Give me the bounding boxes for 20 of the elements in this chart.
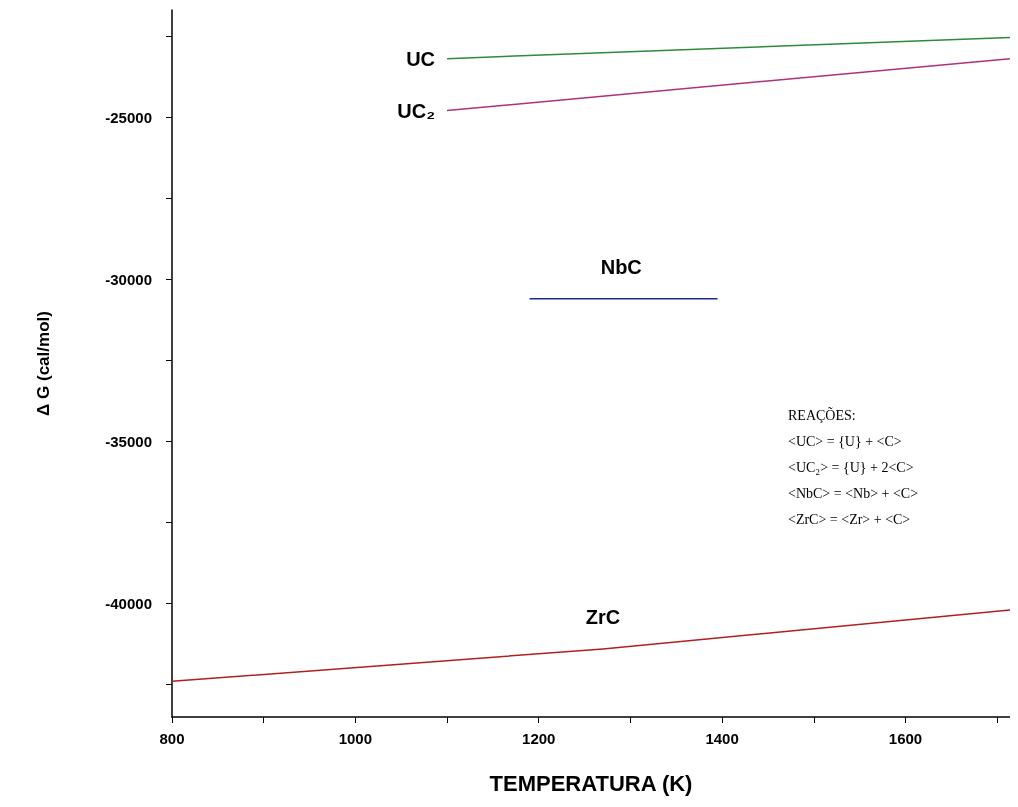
x-tick-label: 1200 [522,730,556,747]
series-label: UC₂ [397,99,436,122]
y-tick-label: -25000 [105,108,152,126]
series-label: NbC [600,255,642,278]
x-tick-label: 1000 [338,730,373,747]
y-tick-label: -35000 [105,432,152,450]
annotation: <UC> = {U} + <C> [788,433,902,449]
y-axis-title: Δ G (cal/mol) [34,311,53,416]
series-label: ZrC [585,605,621,628]
series-label: UC [406,47,436,70]
y-tick-label: -40000 [105,594,152,612]
annotation: <UC₂> = {U} + 2<C> [788,459,914,475]
x-tick-label: 1600 [888,730,923,747]
x-tick-label: 800 [159,730,185,747]
x-axis-title: TEMPERATURA (K) [489,770,693,796]
annotation: <NbC> = <Nb> + <C> [788,485,919,501]
y-tick-label: -30000 [105,270,152,288]
annotation: <ZrC> = <Zr> + <C> [788,511,911,527]
annotation: REAÇÕES: [788,406,856,423]
x-tick-label: 1400 [705,730,739,747]
